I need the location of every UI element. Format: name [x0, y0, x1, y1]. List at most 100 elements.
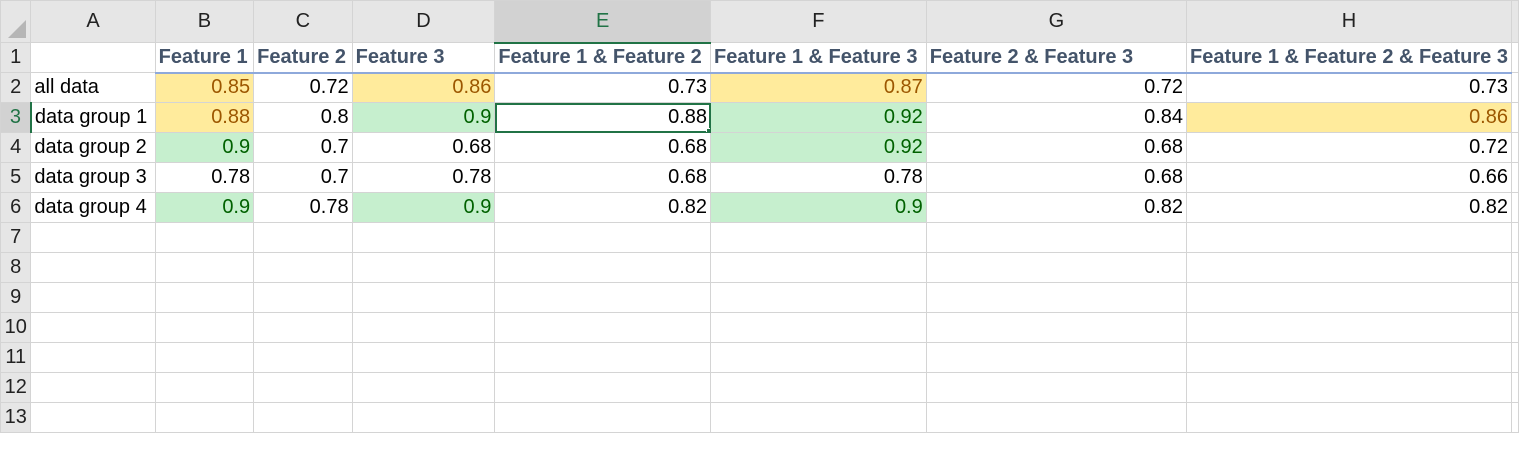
cell-b5[interactable]: 0.78 [154, 162, 255, 193]
cell-f4[interactable]: 0.92 [710, 132, 927, 163]
cell-f13[interactable] [710, 402, 927, 433]
cell-f8[interactable] [710, 252, 927, 283]
row-header-11[interactable]: 11 [0, 342, 32, 373]
active-cell-e3[interactable]: 0.88 [494, 102, 712, 133]
cell-h5[interactable]: 0.66 [1186, 162, 1512, 193]
cell-g1[interactable]: Feature 2 & Feature 3 [925, 42, 1188, 74]
cell-b11[interactable] [154, 342, 255, 373]
cell-g7[interactable] [925, 222, 1188, 253]
cell-d12[interactable] [351, 372, 496, 403]
cell-c1[interactable]: Feature 2 [253, 42, 353, 74]
cell-g2[interactable]: 0.72 [925, 72, 1188, 103]
cell-d9[interactable] [351, 282, 496, 313]
cell-a8[interactable] [30, 252, 156, 283]
cell-d2[interactable]: 0.86 [351, 72, 496, 103]
cell-d11[interactable] [351, 342, 496, 373]
cell-d6[interactable]: 0.9 [351, 192, 496, 223]
cell-c10[interactable] [253, 312, 353, 343]
cell-c11[interactable] [253, 342, 353, 373]
cell-b13[interactable] [154, 402, 255, 433]
cell-f5[interactable]: 0.78 [710, 162, 927, 193]
cell-g8[interactable] [925, 252, 1188, 283]
cell-f10[interactable] [710, 312, 927, 343]
cell-a3[interactable]: data group 1 [30, 102, 156, 133]
cell-f1[interactable]: Feature 1 & Feature 3 [710, 42, 927, 74]
column-header-i[interactable] [1511, 0, 1519, 43]
column-header-b[interactable]: B [154, 0, 255, 43]
cell-i8[interactable] [1511, 252, 1519, 283]
cell-h8[interactable] [1186, 252, 1512, 283]
cell-e11[interactable] [494, 342, 712, 373]
cell-f6[interactable]: 0.9 [710, 192, 927, 223]
cell-a7[interactable] [30, 222, 156, 253]
cell-e9[interactable] [494, 282, 712, 313]
cell-c9[interactable] [253, 282, 353, 313]
row-header-3[interactable]: 3 [0, 102, 32, 133]
cell-i10[interactable] [1511, 312, 1519, 343]
cell-b3[interactable]: 0.88 [154, 102, 255, 133]
column-header-h[interactable]: H [1186, 0, 1512, 43]
cell-f11[interactable] [710, 342, 927, 373]
cell-b12[interactable] [154, 372, 255, 403]
cell-d13[interactable] [351, 402, 496, 433]
cell-d3[interactable]: 0.9 [351, 102, 496, 133]
cell-e2[interactable]: 0.73 [494, 72, 712, 103]
row-header-10[interactable]: 10 [0, 312, 32, 343]
cell-e1[interactable]: Feature 1 & Feature 2 [494, 42, 712, 74]
column-header-a[interactable]: A [30, 0, 156, 43]
cell-d10[interactable] [351, 312, 496, 343]
cell-e8[interactable] [494, 252, 712, 283]
cell-e6[interactable]: 0.82 [494, 192, 712, 223]
cell-i5[interactable] [1511, 162, 1519, 193]
cell-h1[interactable]: Feature 1 & Feature 2 & Feature 3 [1186, 42, 1512, 74]
row-header-5[interactable]: 5 [0, 162, 32, 193]
row-header-12[interactable]: 12 [0, 372, 32, 403]
cell-g10[interactable] [925, 312, 1188, 343]
cell-b9[interactable] [154, 282, 255, 313]
row-header-4[interactable]: 4 [0, 132, 32, 163]
cell-a6[interactable]: data group 4 [30, 192, 156, 223]
cell-i11[interactable] [1511, 342, 1519, 373]
row-header-9[interactable]: 9 [0, 282, 32, 313]
column-header-g[interactable]: G [925, 0, 1188, 43]
cell-c8[interactable] [253, 252, 353, 283]
cell-g5[interactable]: 0.68 [925, 162, 1188, 193]
cell-a12[interactable] [30, 372, 156, 403]
cell-g6[interactable]: 0.82 [925, 192, 1188, 223]
row-header-6[interactable]: 6 [0, 192, 32, 223]
cell-i13[interactable] [1511, 402, 1519, 433]
cell-d4[interactable]: 0.68 [351, 132, 496, 163]
cell-c6[interactable]: 0.78 [253, 192, 353, 223]
cell-b7[interactable] [154, 222, 255, 253]
cell-i6[interactable] [1511, 192, 1519, 223]
cell-i1[interactable] [1511, 42, 1519, 73]
cell-b10[interactable] [154, 312, 255, 343]
cell-c13[interactable] [253, 402, 353, 433]
cell-g11[interactable] [925, 342, 1188, 373]
column-header-c[interactable]: C [253, 0, 353, 43]
cell-c7[interactable] [253, 222, 353, 253]
cell-e7[interactable] [494, 222, 712, 253]
column-header-e[interactable]: E [494, 0, 712, 44]
row-header-13[interactable]: 13 [0, 402, 32, 433]
cell-a1[interactable] [30, 42, 156, 73]
cell-e5[interactable]: 0.68 [494, 162, 712, 193]
cell-e12[interactable] [494, 372, 712, 403]
column-header-f[interactable]: F [710, 0, 927, 43]
cell-f9[interactable] [710, 282, 927, 313]
cell-c5[interactable]: 0.7 [253, 162, 353, 193]
cell-b6[interactable]: 0.9 [154, 192, 255, 223]
cell-h11[interactable] [1186, 342, 1512, 373]
cell-d1[interactable]: Feature 3 [351, 42, 496, 74]
cell-g3[interactable]: 0.84 [925, 102, 1188, 133]
cell-g4[interactable]: 0.68 [925, 132, 1188, 163]
row-header-7[interactable]: 7 [0, 222, 32, 253]
cell-b4[interactable]: 0.9 [154, 132, 255, 163]
cell-a11[interactable] [30, 342, 156, 373]
row-header-1[interactable]: 1 [0, 42, 32, 73]
cell-a9[interactable] [30, 282, 156, 313]
cell-h10[interactable] [1186, 312, 1512, 343]
cell-c3[interactable]: 0.8 [253, 102, 353, 133]
cell-e4[interactable]: 0.68 [494, 132, 712, 163]
cell-f7[interactable] [710, 222, 927, 253]
